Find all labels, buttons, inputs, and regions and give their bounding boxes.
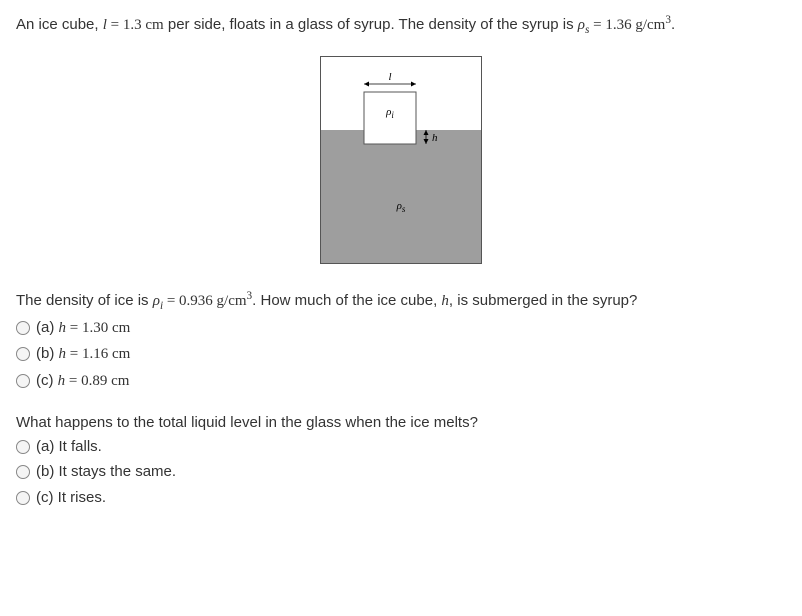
radio-icon[interactable] <box>16 465 30 479</box>
intro-part1: An ice cube, <box>16 16 103 33</box>
option-text: (a) It falls. <box>36 434 102 460</box>
radio-icon[interactable] <box>16 491 30 505</box>
q2-options: (a) It falls.(b) It stays the same.(c) I… <box>16 434 786 511</box>
intro-part2: per side, floats in a glass of syrup. Th… <box>164 16 578 33</box>
option-text: (c) It rises. <box>36 485 106 511</box>
question-2: What happens to the total liquid level i… <box>16 412 786 510</box>
q2-option-2[interactable]: (c) It rises. <box>16 485 786 511</box>
radio-icon[interactable] <box>16 347 30 361</box>
svg-text:l: l <box>388 71 391 83</box>
option-text: (b) h = 1.16 cm <box>36 341 130 368</box>
q1-option-2[interactable]: (c) h = 0.89 cm <box>16 368 786 395</box>
intro-l-eq: = 1.3 cm <box>107 17 164 33</box>
option-text: (b) It stays the same. <box>36 459 176 485</box>
option-text: (c) h = 0.89 cm <box>36 368 129 395</box>
q1-after: , is submerged in the syrup? <box>449 292 637 309</box>
option-text: (a) h = 1.30 cm <box>36 315 130 342</box>
buoyancy-figure: lρihρs <box>320 56 482 264</box>
radio-icon[interactable] <box>16 440 30 454</box>
q1-option-1[interactable]: (b) h = 1.16 cm <box>16 341 786 368</box>
q2-option-0[interactable]: (a) It falls. <box>16 434 786 460</box>
intro-rho-s: ρ <box>578 17 585 33</box>
radio-icon[interactable] <box>16 374 30 388</box>
intro-period: . <box>671 16 675 33</box>
q1-before: The density of ice is <box>16 292 153 309</box>
q2-option-1[interactable]: (b) It stays the same. <box>16 459 786 485</box>
q2-text: What happens to the total liquid level i… <box>16 412 786 434</box>
intro-rho-s-eq: = 1.36 g/cm <box>589 17 665 33</box>
svg-text:h: h <box>432 132 438 144</box>
figure-container: lρihρs <box>16 56 786 264</box>
q1-options: (a) h = 1.30 cm(b) h = 1.16 cm(c) h = 0.… <box>16 315 786 395</box>
intro-text: An ice cube, l = 1.3 cm per side, floats… <box>16 12 786 38</box>
q1-h-var: h <box>441 293 449 309</box>
q1-rho-i: ρ <box>153 293 160 309</box>
q1-option-0[interactable]: (a) h = 1.30 cm <box>16 315 786 342</box>
radio-icon[interactable] <box>16 321 30 335</box>
q1-text: The density of ice is ρi = 0.936 g/cm3. … <box>16 288 786 314</box>
question-1: The density of ice is ρi = 0.936 g/cm3. … <box>16 288 786 394</box>
q1-rho-i-eq: = 0.936 g/cm <box>163 293 246 309</box>
q1-mid: . How much of the ice cube, <box>252 292 441 309</box>
